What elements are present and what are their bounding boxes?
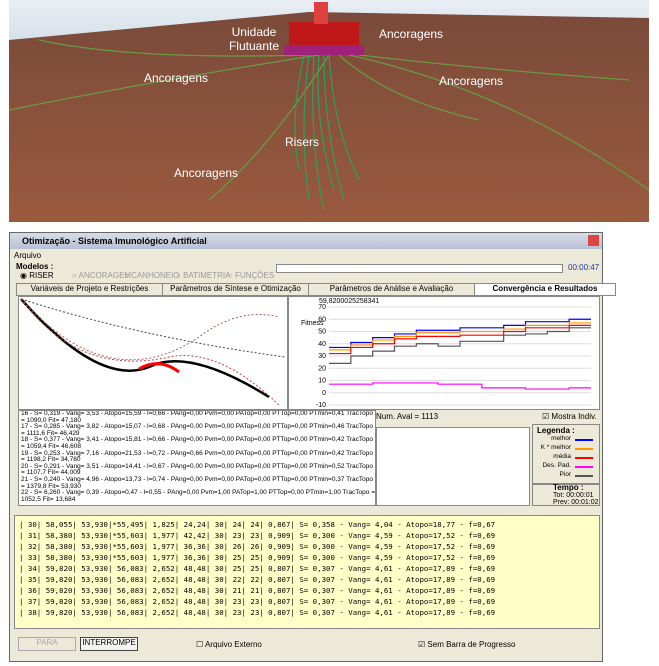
table: | 30| 58,055| 53,930|*55,495| 1,825| 24,… [14, 515, 600, 629]
table-row: | 31| 58,380| 53,930|*55,603| 1,977| 42,… [19, 531, 496, 540]
series-line [329, 382, 591, 390]
checkbox-label: Sem Barra de Progresso [427, 640, 516, 649]
legend-label: melhor [551, 435, 571, 442]
label: Ancoragens [144, 71, 208, 85]
radio-label: RISER [29, 271, 54, 280]
legend-title: Legenda : [537, 426, 575, 435]
y-tick-label: 70 [318, 304, 326, 311]
table-row: | 36| 59,820| 53,930| 56,083| 2,652| 48,… [19, 586, 496, 595]
label: Ancoragens [439, 74, 503, 88]
radio[interactable]: ○ ANCORAGEM [72, 271, 132, 280]
chart: 59,8200025258341 Fitness 70 60 50 40 30 20 10 0 -1… [301, 298, 591, 409]
legend-label: Des. Pad. [542, 462, 571, 469]
list-item[interactable]: 19 - S= 0,253 - Vang= 7,16 - Atopo=21,53… [21, 449, 374, 464]
progress-bar [276, 264, 563, 273]
table-row: | 34| 59,820| 53,930| 56,083| 2,652| 48,… [19, 564, 496, 573]
tab[interactable]: Parâmetros de Síntese e Otimização [162, 283, 309, 296]
button[interactable]: INTERROMPE [80, 637, 138, 651]
legend-swatch [575, 448, 593, 450]
list-item[interactable]: 16 - S= 0,319 - Vang= 3,53 - Atopo=15,59… [21, 410, 374, 424]
legend-swatch [575, 457, 593, 459]
y-tick-label: 10 [318, 378, 326, 385]
label: Flutuante [229, 39, 279, 53]
num-aval: Num. Aval = 1113 [376, 412, 439, 421]
checkbox[interactable]: ☐ Arquivo Externo [196, 640, 262, 649]
legend-label: média [553, 453, 571, 460]
y-tick-label: 40 [318, 341, 326, 348]
table-row: | 37| 59,820| 53,930| 56,083| 2,652| 48,… [19, 597, 496, 606]
chart-title: 59,8200025258341 [319, 298, 379, 305]
y-tick-label: 60 [318, 316, 326, 323]
radio[interactable]: ○ BATIMETRIA [176, 271, 231, 280]
y-axis-label: Fitness [301, 320, 324, 327]
title-bar: Otimização - Sistema Imunológico Artific… [10, 233, 602, 249]
table-row: | 30| 58,055| 53,930|*55,495| 1,825| 24,… [19, 520, 496, 529]
tab[interactable]: Variáveis de Projeto e Restrições [16, 283, 163, 296]
label: Ancoragens [379, 27, 443, 41]
y-tick-label: -10 [316, 402, 326, 409]
chart-panel: 59,8200025258341 Fitness 70 60 50 40 30 20 10 0 -1… [288, 296, 600, 410]
time-total: Tot: 00:00:01 [553, 492, 594, 499]
series-line [329, 327, 591, 364]
radio-label: FUNÇÕES [235, 271, 275, 280]
legend-label: Pior [559, 471, 571, 478]
radio[interactable]: ○ CANHONEIO [124, 271, 180, 280]
time-title: Tempo : [553, 483, 584, 492]
legend-swatch [575, 475, 593, 477]
list[interactable]: 16 - S= 0,319 - Vang= 3,53 - Atopo=15,59… [18, 410, 376, 506]
y-tick-label: 0 [322, 390, 326, 397]
label: Ancoragens [174, 166, 238, 180]
window-title: Otimização - Sistema Imunológico Artific… [22, 236, 207, 246]
group-label: Modelos : [16, 262, 54, 271]
radio-label: ANCORAGEM [78, 271, 132, 280]
time-prev: Prev: 00:01:02 [553, 499, 599, 506]
list-item[interactable]: 21 - S= 0,240 - Vang= 4,96 - Atopo=13,73… [21, 475, 374, 490]
button[interactable]: PARA [18, 637, 76, 651]
tab[interactable]: Parâmetros de Análise e Avaliação [308, 283, 475, 296]
layout-plot [18, 296, 288, 410]
table-row: | 33| 58,380| 53,930|*55,603| 1,977| 36,… [19, 553, 496, 562]
panel [376, 427, 530, 506]
y-tick-label: 50 [318, 329, 326, 336]
legend: Legenda : melhor K * melhor média Des. Pad. P… [532, 424, 600, 484]
radio-label: BATIMETRIA [183, 271, 231, 280]
time: 00:00:47 [568, 263, 600, 272]
list-item[interactable]: 22 - S= 6,260 - Vang= 0,39 - Atopo=0,47 … [21, 489, 376, 503]
window: Otimização - Sistema Imunológico Artific… [9, 232, 616, 662]
table-row: | 32| 58,380| 53,930|*55,603| 1,977| 36,… [19, 542, 496, 551]
table-row: | 38| 59,820| 53,930| 56,083| 2,652| 48,… [19, 608, 496, 617]
legend-swatch [575, 466, 593, 468]
table-row: | 35| 59,820| 53,930| 56,083| 2,652| 48,… [19, 575, 496, 584]
legend-swatch [575, 439, 593, 441]
radio[interactable]: ◉ RISER [20, 271, 54, 280]
radio[interactable]: ○ FUNÇÕES [228, 271, 275, 280]
y-tick-label: 20 [318, 365, 326, 372]
checkbox-label: Arquivo Externo [204, 640, 262, 649]
y-tick-label: 30 [318, 353, 326, 360]
checkbox[interactable]: ☑ Mostra Indiv. [542, 412, 597, 421]
list-item[interactable]: 17 - S= 0,285 - Vang= 3,82 - Atopo=15,07… [21, 423, 374, 437]
time-panel: Tempo : Tot: 00:00:01 Prev: 00:01:02 [532, 483, 600, 506]
series-line [329, 324, 591, 355]
checkbox[interactable]: ☑ Sem Barra de Progresso [418, 640, 516, 649]
label: Risers [285, 135, 319, 149]
list-item[interactable]: 20 - S= 0,291 - Vang= 3,51 - Atopo=14,41… [21, 462, 374, 477]
curves [20, 298, 286, 406]
label: Unidade [232, 25, 277, 39]
legend-label: K * melhor [540, 444, 571, 451]
menu[interactable]: Arquivo [14, 251, 42, 260]
render-view: Unidade Flutuante Ancoragens Ancoragens … [9, 0, 649, 222]
checkbox-label: Mostra Indiv. [551, 412, 597, 421]
tab[interactable]: Convergência e Resultados [474, 283, 616, 296]
radio-label: CANHONEIO [131, 271, 180, 280]
close-button[interactable] [588, 235, 599, 246]
list-item[interactable]: 18 - S= 0,377 - Vang= 3,41 - Atopo=15,81… [21, 436, 374, 450]
